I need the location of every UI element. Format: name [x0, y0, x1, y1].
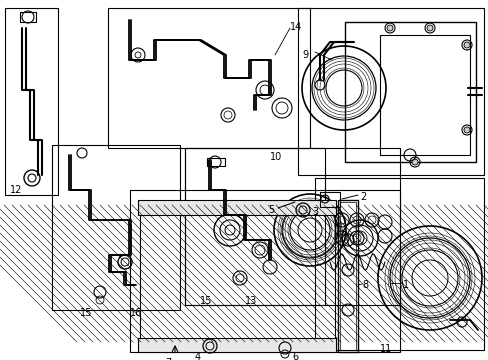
Text: 5: 5 — [267, 205, 274, 215]
Bar — [130, 190, 399, 352]
Bar — [52, 145, 180, 310]
Text: 6: 6 — [291, 352, 298, 360]
Circle shape — [463, 127, 469, 133]
Bar — [345, 22, 475, 162]
Bar — [140, 205, 334, 342]
Bar — [184, 148, 325, 305]
Bar — [108, 8, 309, 148]
Bar — [337, 200, 357, 352]
Bar — [20, 12, 36, 22]
Text: 3: 3 — [311, 207, 318, 217]
Bar — [319, 192, 339, 207]
Text: 2: 2 — [359, 192, 366, 202]
Bar — [379, 35, 469, 155]
Text: 1: 1 — [402, 280, 408, 290]
Bar — [184, 148, 399, 305]
Bar — [314, 178, 483, 350]
Circle shape — [426, 25, 432, 31]
Bar — [339, 202, 355, 350]
Text: 16: 16 — [130, 308, 142, 318]
Text: 13: 13 — [244, 296, 257, 306]
Bar — [297, 8, 483, 175]
Circle shape — [463, 42, 469, 48]
Text: 10: 10 — [269, 152, 282, 162]
Text: 4: 4 — [195, 352, 201, 360]
Bar — [206, 158, 224, 166]
Bar — [5, 8, 58, 195]
Text: 9: 9 — [302, 50, 307, 60]
Text: 11: 11 — [379, 344, 391, 354]
Text: 15: 15 — [80, 308, 92, 318]
Bar — [138, 338, 335, 352]
Text: 8: 8 — [361, 280, 367, 290]
Text: 12: 12 — [10, 185, 22, 195]
Circle shape — [411, 159, 417, 165]
Text: 15: 15 — [200, 296, 212, 306]
Text: 14: 14 — [289, 22, 302, 32]
Text: 7: 7 — [164, 358, 171, 360]
Bar — [138, 200, 335, 215]
Circle shape — [386, 25, 392, 31]
